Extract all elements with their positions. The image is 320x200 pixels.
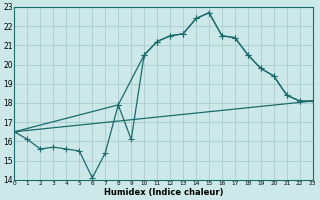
- X-axis label: Humidex (Indice chaleur): Humidex (Indice chaleur): [104, 188, 223, 197]
